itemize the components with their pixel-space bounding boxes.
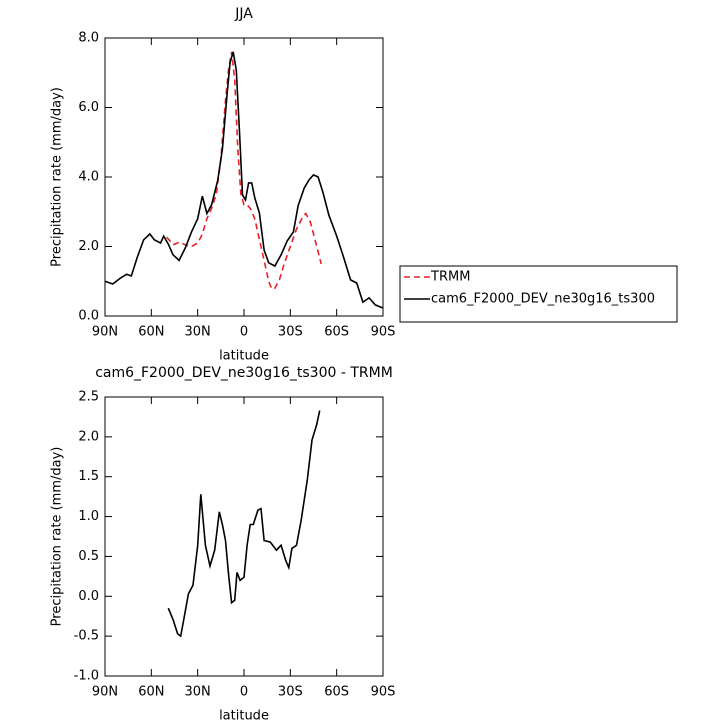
x-tick-label: 30N: [185, 325, 211, 340]
y-axis-label: Precipitation rate (mm/day): [50, 447, 65, 627]
x-tick-label: 0: [240, 325, 248, 340]
y-tick-label: 2.0: [78, 429, 99, 444]
x-tick-label: 30S: [278, 685, 303, 700]
legend-label: TRMM: [430, 270, 470, 285]
chart-title: cam6_F2000_DEV_ne30g16_ts300 - TRMM: [95, 365, 393, 381]
legend-label: cam6_F2000_DEV_ne30g16_ts300: [431, 292, 655, 307]
x-axis-label: latitude: [219, 349, 269, 364]
x-tick-label: 90N: [92, 685, 118, 700]
x-tick-label: 30N: [185, 685, 211, 700]
data-line: [166, 51, 322, 290]
y-tick-label: 1.0: [78, 509, 99, 524]
plot-frame: [104, 37, 384, 317]
plot-frame: [104, 396, 384, 677]
y-tick-label: 0.5: [78, 549, 99, 564]
y-tick-label: -0.5: [74, 629, 99, 644]
y-axis-label: Precipitation rate (mm/day): [50, 87, 65, 267]
y-tick-label: 2.0: [78, 239, 99, 254]
chart-title: JJA: [234, 6, 253, 22]
y-tick-label: 0.0: [78, 589, 99, 604]
y-tick-label: 0.0: [78, 309, 99, 324]
x-axis-label: latitude: [219, 709, 269, 724]
y-tick-label: 2.5: [78, 390, 99, 405]
y-tick-label: 8.0: [78, 31, 99, 46]
y-tick-label: -1.0: [74, 669, 99, 684]
x-tick-label: 90S: [371, 325, 396, 340]
x-tick-label: 90S: [371, 685, 396, 700]
legend-box: [399, 265, 678, 323]
x-tick-label: 60N: [138, 685, 164, 700]
x-tick-label: 90N: [92, 325, 118, 340]
y-tick-label: 1.5: [78, 469, 99, 484]
x-tick-label: 60S: [324, 325, 349, 340]
x-tick-label: 60N: [138, 325, 164, 340]
x-tick-label: 60S: [324, 685, 349, 700]
x-tick-label: 0: [240, 685, 248, 700]
x-tick-label: 30S: [278, 325, 303, 340]
data-line: [167, 410, 321, 638]
y-tick-label: 6.0: [78, 100, 99, 115]
y-tick-label: 4.0: [78, 170, 99, 185]
data-line: [104, 51, 384, 309]
